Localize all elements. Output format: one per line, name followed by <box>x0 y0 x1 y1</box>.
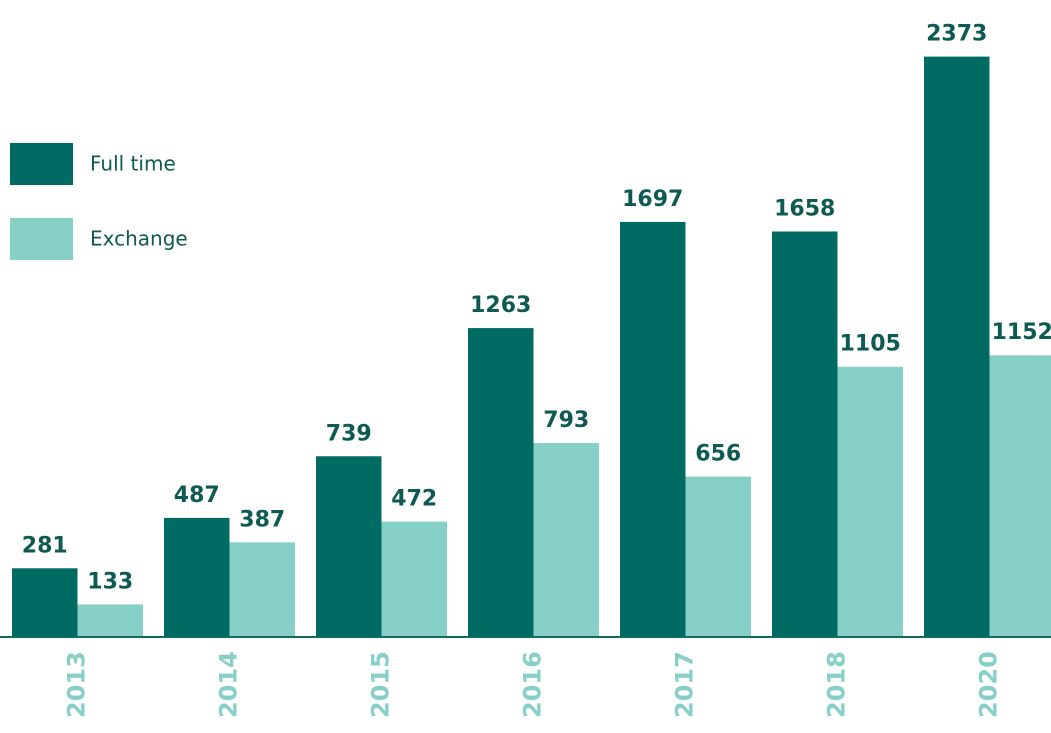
bar <box>620 221 686 637</box>
bar <box>837 366 903 637</box>
data-label: 1105 <box>840 332 901 357</box>
data-label: 281 <box>22 533 68 558</box>
bar <box>381 521 447 637</box>
x-tick-label: 2016 <box>519 651 547 718</box>
data-label: 133 <box>87 569 133 594</box>
legend-swatch <box>10 143 73 185</box>
data-label: 387 <box>239 507 285 532</box>
data-label: 1152 <box>992 320 1051 345</box>
bar <box>685 476 751 637</box>
data-label: 2373 <box>926 22 987 47</box>
data-label: 1658 <box>774 196 835 221</box>
x-tick-label: 2015 <box>367 651 395 718</box>
x-tick-label: 2014 <box>215 651 243 718</box>
bar <box>533 443 599 637</box>
x-tick-label: 2018 <box>823 651 851 718</box>
x-tick-label: 2020 <box>975 651 1003 718</box>
bar <box>229 542 295 637</box>
bar <box>316 456 382 637</box>
data-label: 793 <box>543 408 589 433</box>
bar <box>77 604 143 637</box>
legend-swatch <box>10 218 73 260</box>
data-label: 656 <box>695 442 741 467</box>
bar <box>924 56 990 637</box>
data-label: 487 <box>174 483 220 508</box>
legend-label: Full time <box>90 152 176 176</box>
x-tick-label: 2017 <box>671 651 699 718</box>
bar <box>772 231 838 637</box>
data-label: 1263 <box>470 293 531 318</box>
data-label: 472 <box>391 487 437 512</box>
bar <box>12 568 78 637</box>
legend-label: Exchange <box>90 227 188 251</box>
data-label: 1697 <box>622 187 683 212</box>
bar <box>164 517 230 637</box>
bar <box>468 328 534 637</box>
x-tick-label: 2013 <box>63 651 91 718</box>
data-label: 739 <box>326 421 372 446</box>
bar <box>989 355 1051 637</box>
